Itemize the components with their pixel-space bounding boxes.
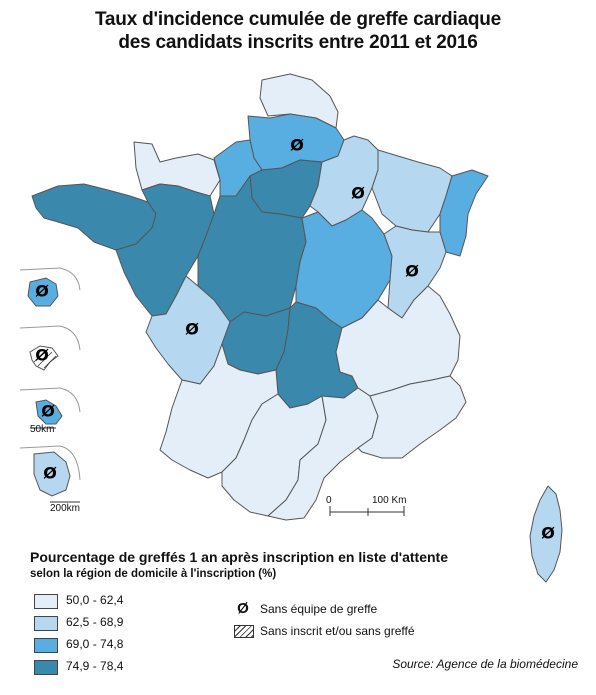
region-martinique [35, 399, 63, 425]
region-lorraine [371, 149, 453, 233]
legend-label: 62,5 - 68,9 [66, 615, 124, 629]
legend-heading: Pourcentage de greffés 1 an après inscri… [30, 549, 448, 565]
hatch-icon [234, 625, 254, 638]
legend-label: 69,0 - 74,8 [66, 637, 124, 651]
legend-label: 50,0 - 62,4 [66, 593, 124, 607]
region-corse [529, 485, 563, 583]
scale-inset-large-label: 200km [50, 503, 81, 514]
region-rhone-alpes [335, 285, 461, 397]
inset-frame-1 [19, 267, 81, 291]
no-team-symbols: Ø Ø Ø Ø Ø Ø Ø Ø Ø [35, 136, 555, 543]
scale-zero-label: 0 [326, 495, 332, 506]
legend-no-candidate-label: Sans inscrit et/ou sans greffé [260, 624, 415, 638]
region-guyane [33, 451, 71, 497]
no-team-symbol: Ø [35, 346, 49, 365]
no-team-symbol: Ø [405, 262, 419, 281]
scale-inset-small-label: 50km [30, 424, 55, 435]
no-team-symbol: Ø [290, 136, 304, 155]
region-reunion [27, 277, 59, 307]
no-team-symbol: Ø [43, 464, 57, 483]
inset-frame-4 [19, 445, 81, 481]
inset-frame-2 [19, 325, 81, 351]
no-team-symbol: Ø [41, 402, 55, 421]
legend-subheading: selon la région de domicile à l'inscript… [30, 568, 277, 580]
legend-label: 74,9 - 78,4 [66, 659, 124, 673]
source-credit: Source: Agence de la biomédecine [392, 657, 578, 671]
region-alsace [439, 169, 489, 257]
no-team-symbol: Ø [35, 282, 49, 301]
no-team-symbol: Ø [351, 184, 365, 203]
map-title: Taux d'incidence cumulée de greffe cardi… [0, 8, 596, 54]
no-team-symbol: Ø [541, 524, 555, 543]
region-paca [357, 375, 467, 459]
inset-frame-3 [19, 387, 81, 413]
overseas-insets [19, 267, 81, 503]
legend-swatch [34, 660, 58, 675]
scale-bar [329, 506, 405, 516]
region-guadeloupe-hatch [33, 351, 57, 369]
legend-no-team-label: Sans équipe de greffe [260, 602, 378, 616]
title-line-2: des candidats inscrits entre 2011 et 201… [118, 32, 478, 53]
no-team-icon: Ø [237, 600, 249, 617]
legend-swatch [34, 616, 58, 631]
legend-swatch [34, 638, 58, 653]
region-franche-comte [383, 225, 447, 319]
scale-main-label: 100 Km [372, 495, 407, 506]
title-line-1: Taux d'incidence cumulée de greffe cardi… [94, 9, 502, 30]
legend-swatch [34, 594, 58, 609]
region-bretagne [31, 183, 157, 251]
no-team-symbol: Ø [185, 320, 199, 339]
